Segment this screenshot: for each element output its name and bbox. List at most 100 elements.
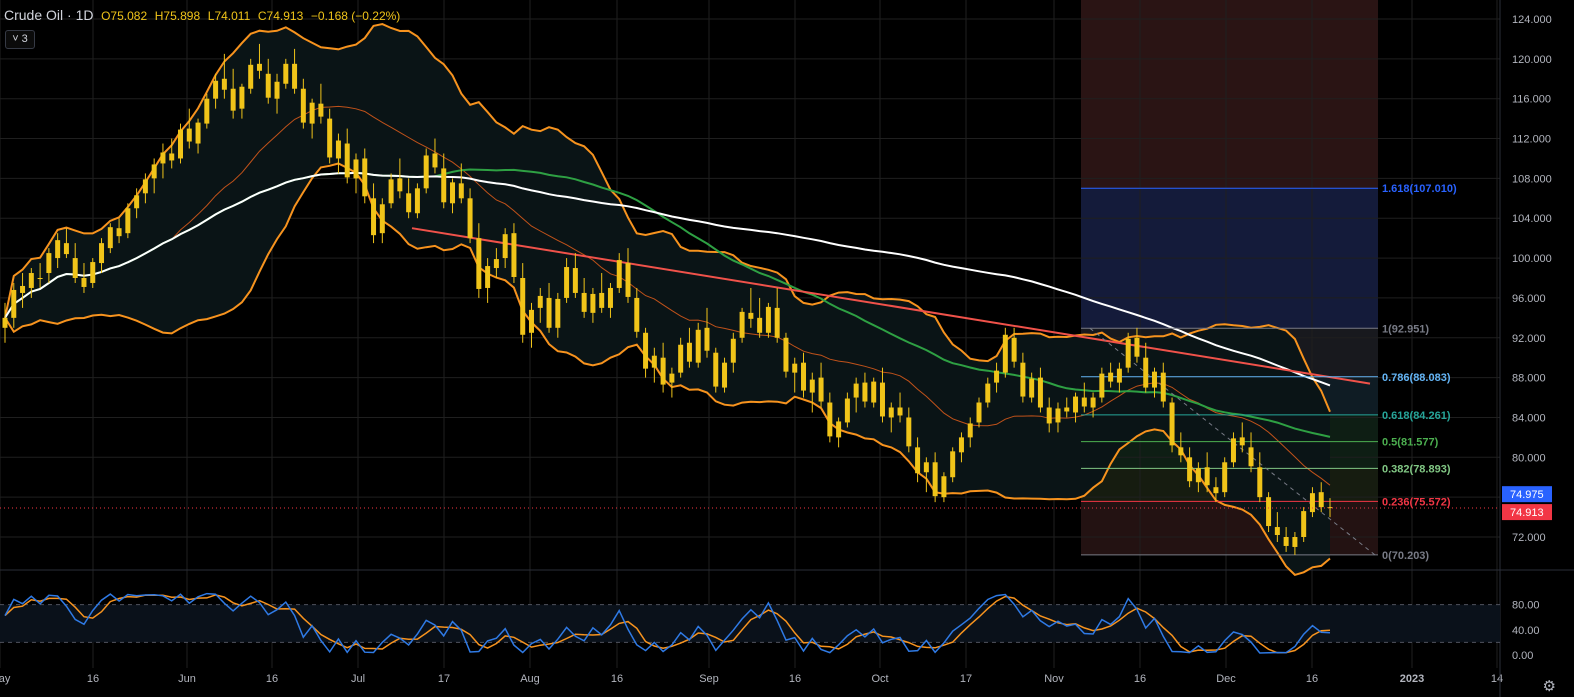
high-value: H75.898 xyxy=(154,9,201,23)
bollinger-lower-line xyxy=(4,162,1331,577)
candle-body xyxy=(765,306,771,333)
candle-body xyxy=(844,398,850,423)
candle-body xyxy=(388,179,394,204)
candle-body xyxy=(107,227,113,249)
candle-body xyxy=(72,258,78,278)
candle-body xyxy=(1152,371,1158,388)
candle-body xyxy=(344,143,350,178)
candle-body xyxy=(1160,372,1166,402)
x-tick-label: Aug xyxy=(520,673,540,685)
price-label-box xyxy=(1502,486,1552,503)
candle-body xyxy=(1248,447,1254,467)
x-tick-label: Jul xyxy=(351,673,365,685)
chart-header: Crude Oil · 1D O75.082 H75.898 L74.011 C… xyxy=(4,7,400,23)
x-tick-label: 2023 xyxy=(1400,673,1424,685)
candle-body xyxy=(985,383,991,403)
candle-body xyxy=(1283,537,1289,546)
y-tick-label: 96.000 xyxy=(1512,293,1546,305)
candle-body xyxy=(353,159,359,179)
candle-body xyxy=(678,344,684,373)
candle-body xyxy=(616,260,622,288)
candle-body xyxy=(1064,407,1070,412)
y-tick-label: 80.000 xyxy=(1512,452,1546,464)
candle-body xyxy=(748,312,754,319)
candle-body xyxy=(607,287,613,308)
candle-body xyxy=(950,451,956,478)
candle-body xyxy=(634,297,640,332)
candle-body xyxy=(888,407,894,418)
candle-body xyxy=(371,198,377,236)
candle-body xyxy=(2,317,8,328)
x-tick-label: 16 xyxy=(1134,673,1146,685)
symbol-title[interactable]: Crude Oil · 1D xyxy=(4,7,94,23)
candle-body xyxy=(836,421,842,438)
candle-body xyxy=(818,377,824,402)
candle-body xyxy=(502,234,508,259)
candle-body xyxy=(274,81,280,99)
bollinger-band-fill xyxy=(5,24,1330,575)
moving-average-white-line xyxy=(4,171,1331,387)
candle-body xyxy=(151,164,157,179)
close-value: C74.913 xyxy=(257,9,304,23)
candle-body xyxy=(414,188,420,214)
candle-body xyxy=(46,253,52,274)
candle-body xyxy=(730,338,736,363)
candle-body xyxy=(1073,396,1079,413)
candle-body xyxy=(1081,397,1087,407)
candle-body xyxy=(1125,338,1131,368)
candle-body xyxy=(967,423,973,438)
indicators-toggle-button[interactable]: ˅ 3 xyxy=(5,30,35,49)
candle-body xyxy=(1274,527,1280,536)
candle-body xyxy=(774,307,780,338)
candle-body xyxy=(932,462,938,497)
y-tick-label: 92.000 xyxy=(1512,333,1546,345)
stochastic-tick-label: 0.00 xyxy=(1512,650,1533,662)
candle-body xyxy=(265,73,271,98)
x-tick-label: Nov xyxy=(1044,673,1064,685)
fib-level-label: 1(92.951) xyxy=(1382,323,1429,335)
candle-body xyxy=(318,103,324,117)
candle-body xyxy=(1257,467,1263,498)
candle-body xyxy=(528,309,534,333)
candle-body xyxy=(239,86,245,109)
candle-body xyxy=(1090,397,1096,408)
candle-body xyxy=(660,357,666,385)
candle-body xyxy=(1222,462,1228,493)
candle-body xyxy=(283,63,289,84)
candle-body xyxy=(450,182,456,204)
candle-body xyxy=(1037,377,1043,408)
candle-body xyxy=(125,208,131,234)
y-tick-label: 88.000 xyxy=(1512,373,1546,385)
candle-body xyxy=(1178,447,1184,456)
candle-body xyxy=(177,129,183,159)
candle-body xyxy=(99,243,105,264)
y-tick-label: 116.000 xyxy=(1512,94,1551,106)
candle-body xyxy=(11,289,17,318)
candle-body xyxy=(520,278,526,335)
candle-body xyxy=(1213,487,1219,494)
gear-icon[interactable]: ⚙ xyxy=(1542,678,1556,695)
candle-body xyxy=(1327,507,1333,509)
fib-level-label: 0.382(78.893) xyxy=(1382,463,1451,475)
x-tick-label: Sep xyxy=(699,673,719,685)
candle-body xyxy=(581,292,587,312)
candle-body xyxy=(1020,362,1026,397)
candle-body xyxy=(423,155,429,189)
candle-body xyxy=(28,273,34,288)
candle-body xyxy=(432,153,438,168)
candle-body xyxy=(37,278,43,279)
y-tick-label: 124.000 xyxy=(1512,14,1552,26)
candle-body xyxy=(362,158,368,197)
x-tick-label: 16 xyxy=(87,673,99,685)
fib-zone-236 xyxy=(1081,501,1378,555)
candle-body xyxy=(1204,467,1210,486)
candle-body xyxy=(590,293,596,313)
candle-body xyxy=(713,352,719,387)
candle-body xyxy=(90,262,96,283)
candle-body xyxy=(739,311,745,338)
candle-body xyxy=(511,233,517,278)
candle-body xyxy=(669,373,675,383)
stochastic-d-line xyxy=(4,594,1331,654)
